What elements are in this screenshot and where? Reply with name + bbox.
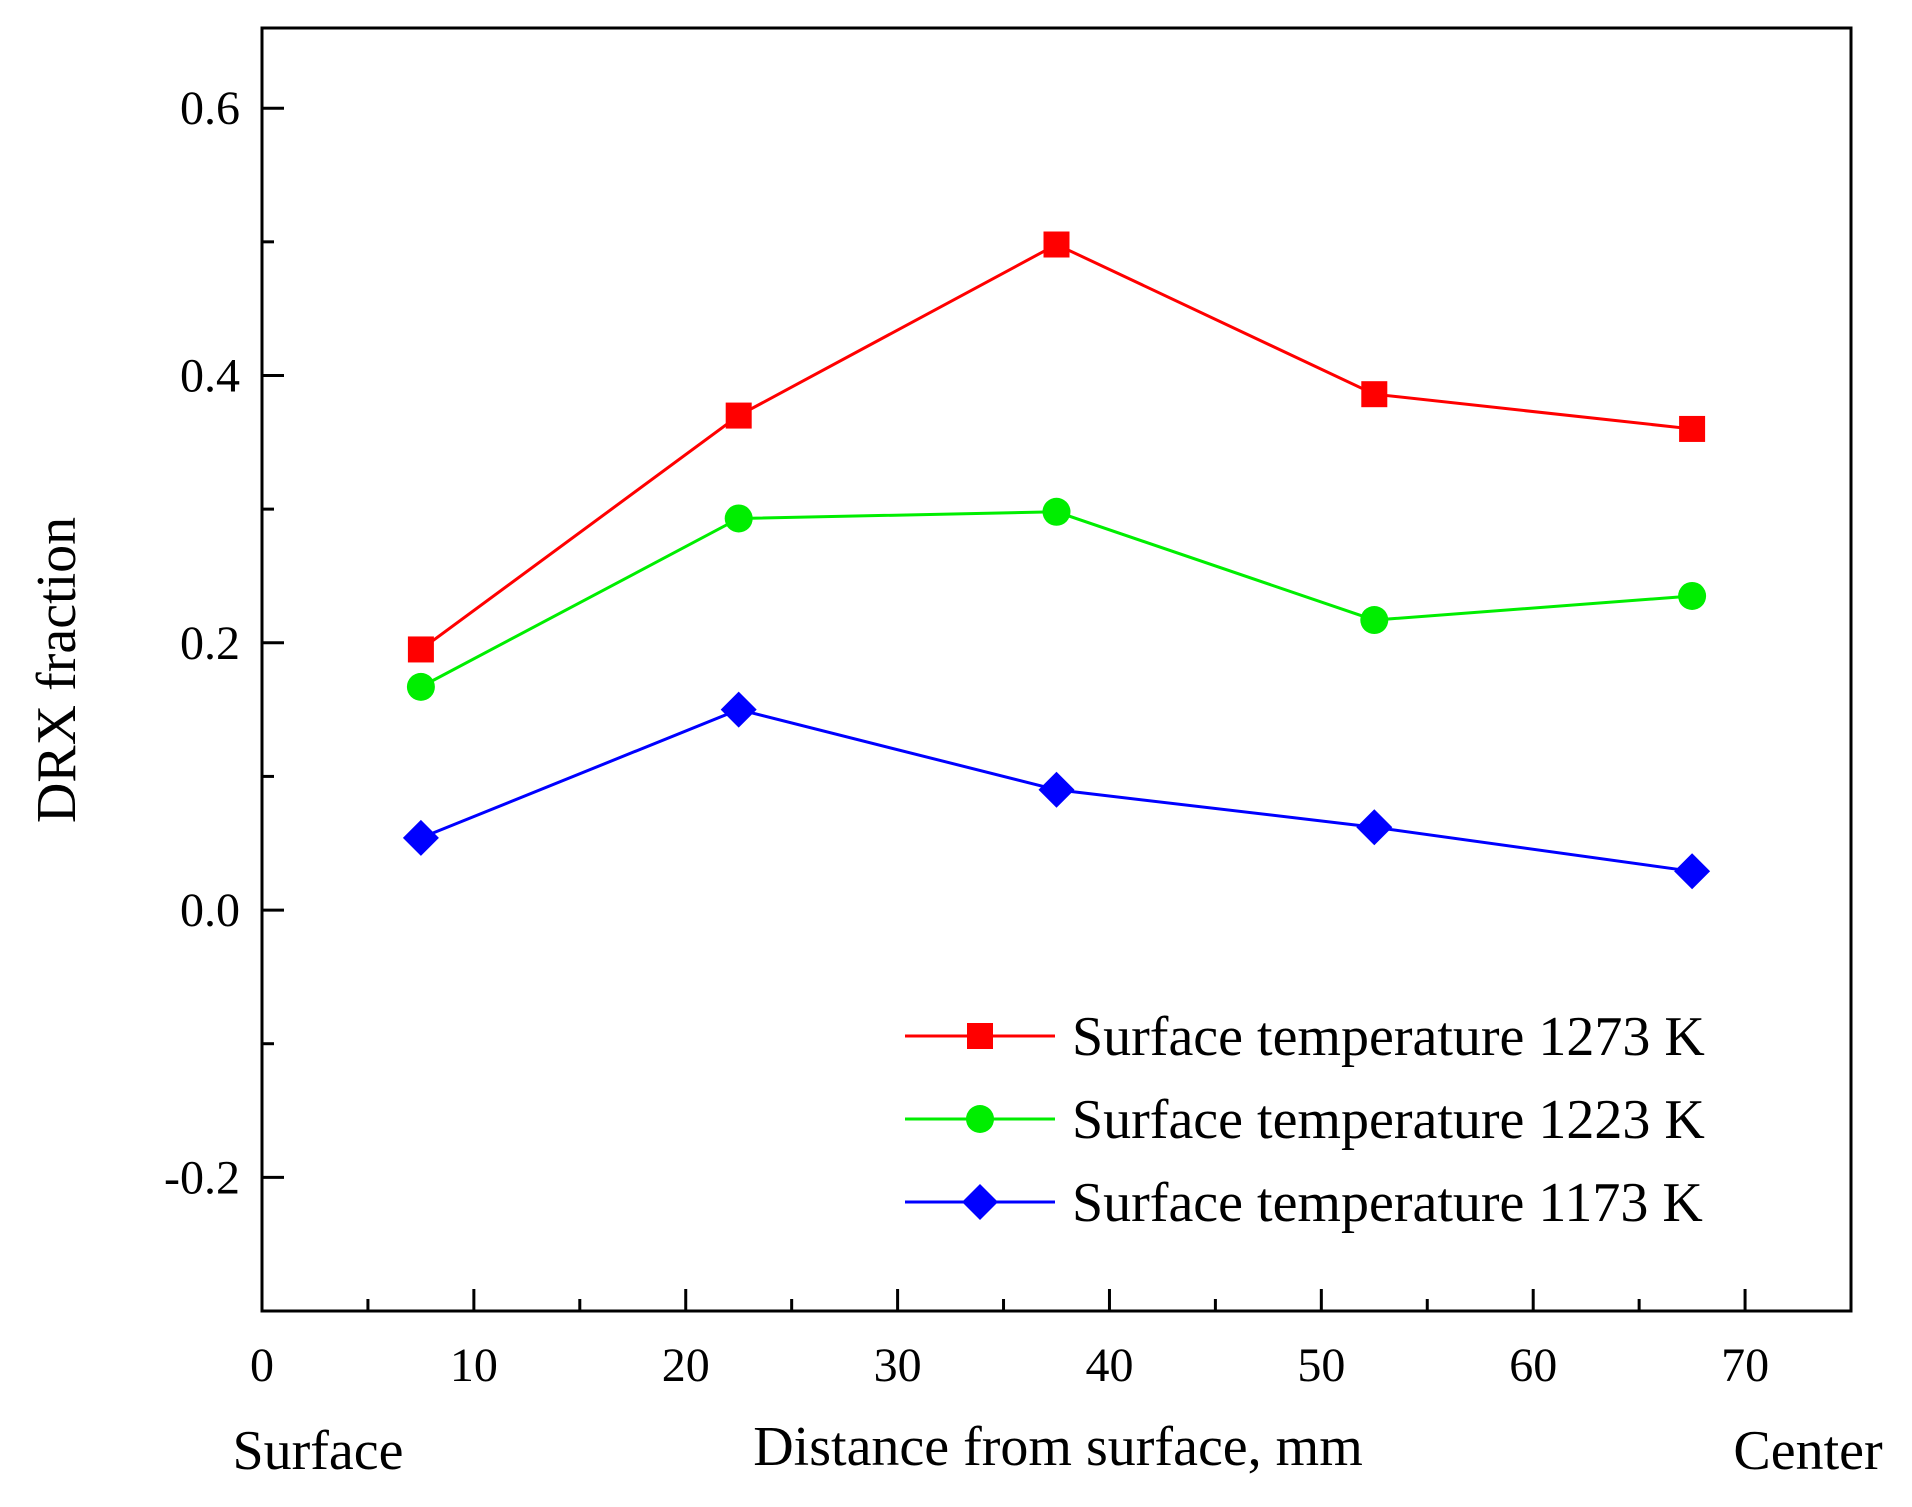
legend-label: Surface temperature 1273 K xyxy=(1072,1006,1705,1068)
x-tick-label: 40 xyxy=(1085,1339,1133,1392)
data-point xyxy=(724,504,753,533)
legend-label: Surface temperature 1173 K xyxy=(1072,1172,1703,1234)
x-tick-label: 10 xyxy=(450,1339,498,1392)
data-point xyxy=(720,691,757,728)
series-line xyxy=(420,510,1693,689)
y-tick-label: 0.2 xyxy=(180,617,240,670)
series-layer xyxy=(402,231,1711,890)
y-tick-label: 0.6 xyxy=(180,82,240,135)
legend-entry: Surface temperature 1273 K xyxy=(905,1006,1705,1068)
data-point xyxy=(402,819,439,856)
x-axis-title: Distance from surface, mm xyxy=(753,1416,1363,1478)
x-tick-label: 20 xyxy=(662,1339,710,1392)
legend-marker xyxy=(962,1184,998,1220)
x-tick-label: 50 xyxy=(1297,1339,1345,1392)
data-point xyxy=(1356,809,1393,846)
x-side-label-right: Center xyxy=(1733,1420,1883,1482)
x-tick-label: 60 xyxy=(1509,1339,1557,1392)
data-point xyxy=(1042,497,1071,526)
data-point xyxy=(407,636,434,663)
x-tick-label: 0 xyxy=(250,1339,274,1392)
plot-frame xyxy=(260,26,1853,1313)
series-1 xyxy=(406,497,1707,701)
data-point xyxy=(1038,771,1075,808)
y-tick-label: 0.4 xyxy=(180,349,240,402)
x-tick-label: 30 xyxy=(874,1339,922,1392)
data-point xyxy=(1360,606,1389,635)
data-point xyxy=(725,402,752,429)
series-0 xyxy=(407,231,1706,663)
x-side-label-left: Surface xyxy=(232,1420,403,1482)
y-tick-label: 0.0 xyxy=(180,884,240,937)
y-tick-label: -0.2 xyxy=(164,1151,240,1204)
series-2 xyxy=(402,691,1711,890)
legend-entry: Surface temperature 1173 K xyxy=(905,1172,1703,1234)
y-axis-title: DRX fraction xyxy=(26,517,88,823)
legend-marker xyxy=(966,1105,994,1133)
data-point xyxy=(1043,231,1070,258)
x-tick-label: 70 xyxy=(1721,1339,1769,1392)
legend-label: Surface temperature 1223 K xyxy=(1072,1089,1705,1151)
axis-ticks-layer: 0 10 20 30 40 50 60 70 -0.2 0.0 0.2 0.4 0.6 xyxy=(164,82,1769,1392)
data-point xyxy=(1674,853,1711,890)
data-point xyxy=(406,672,435,701)
data-point xyxy=(1679,415,1706,442)
data-point xyxy=(1361,381,1388,408)
legend-marker xyxy=(967,1023,993,1049)
legend-entry: Surface temperature 1223 K xyxy=(905,1089,1705,1151)
legend: Surface temperature 1273 K Surface temper… xyxy=(905,1006,1705,1234)
data-point xyxy=(1678,581,1707,610)
series-line xyxy=(420,242,1693,651)
